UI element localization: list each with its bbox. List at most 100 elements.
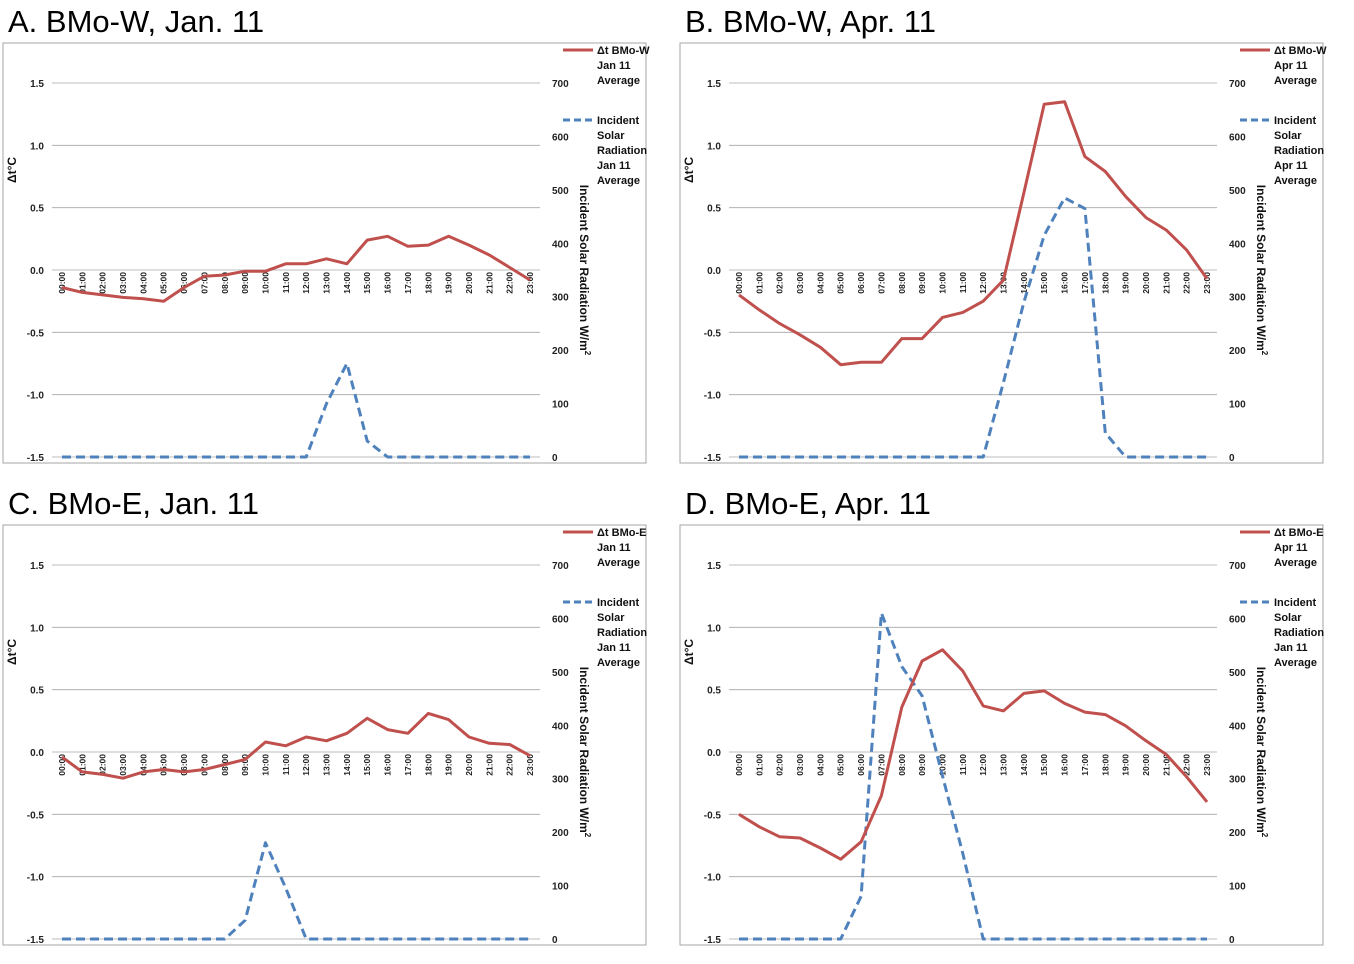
legend-label: Average bbox=[597, 75, 640, 87]
y2-tick-label: 300 bbox=[552, 775, 569, 786]
y2-tick-label: 400 bbox=[1229, 239, 1246, 250]
y2-tick-label: 500 bbox=[552, 186, 569, 197]
x-tick-label: 04:00 bbox=[138, 754, 148, 776]
x-tick-label: 11:00 bbox=[281, 754, 291, 776]
y-tick-label: -1.5 bbox=[704, 453, 722, 464]
x-tick-label: 22:00 bbox=[505, 754, 515, 776]
legend-label: Average bbox=[597, 657, 640, 669]
x-tick-label: 09:00 bbox=[917, 754, 927, 776]
x-tick-label: 19:00 bbox=[444, 272, 454, 294]
x-tick-label: 20:00 bbox=[1141, 272, 1151, 294]
legend-label: Jan 11 bbox=[597, 160, 631, 172]
x-tick-label: 21:00 bbox=[1161, 272, 1171, 294]
x-tick-label: 21:00 bbox=[1161, 754, 1171, 776]
x-tick-label: 01:00 bbox=[754, 754, 764, 776]
x-tick-label: 02:00 bbox=[98, 754, 108, 776]
x-tick-label: 05:00 bbox=[159, 272, 169, 294]
x-tick-label: 09:00 bbox=[917, 272, 927, 294]
y2-axis-title-superscript: 2 bbox=[583, 833, 592, 838]
panel-title: A. BMo-W, Jan. 11 bbox=[8, 4, 265, 39]
x-tick-label: 02:00 bbox=[775, 754, 785, 776]
y2-axis-title: Incident Solar Radiation W/m2 bbox=[1254, 667, 1269, 838]
y-tick-label: -1.0 bbox=[704, 873, 722, 884]
y2-tick-label: 300 bbox=[1229, 293, 1246, 304]
x-tick-label: 00:00 bbox=[734, 754, 744, 776]
y2-tick-label: 200 bbox=[552, 346, 569, 357]
legend-label: Apr 11 bbox=[1274, 160, 1308, 172]
x-tick-label: 18:00 bbox=[423, 754, 433, 776]
x-tick-label: 14:00 bbox=[1019, 754, 1029, 776]
x-tick-label: 11:00 bbox=[958, 754, 968, 776]
y-tick-label: -1.0 bbox=[704, 391, 722, 402]
legend-label: Average bbox=[597, 557, 640, 569]
x-tick-label: 16:00 bbox=[1060, 272, 1070, 294]
x-tick-label: 01:00 bbox=[77, 754, 87, 776]
y2-tick-label: 100 bbox=[1229, 400, 1246, 411]
x-tick-label: 07:00 bbox=[876, 272, 886, 294]
y2-tick-label: 500 bbox=[552, 668, 569, 679]
x-tick-label: 23:00 bbox=[1202, 754, 1212, 776]
legend-label: Solar bbox=[1274, 130, 1302, 142]
legend-label: Jan 11 bbox=[1274, 642, 1308, 654]
x-tick-label: 05:00 bbox=[836, 272, 846, 294]
y2-tick-label: 600 bbox=[552, 614, 569, 625]
y-tick-label: 1.5 bbox=[30, 561, 44, 572]
x-tick-label: 16:00 bbox=[383, 754, 393, 776]
x-tick-label: 20:00 bbox=[464, 272, 474, 294]
x-tick-label: 15:00 bbox=[1039, 272, 1049, 294]
x-tick-label: 07:00 bbox=[199, 754, 209, 776]
y-tick-label: 0.0 bbox=[30, 266, 44, 277]
legend-label: Radiation bbox=[1274, 627, 1324, 639]
x-tick-label: 03:00 bbox=[795, 272, 805, 294]
x-tick-label: 00:00 bbox=[57, 272, 67, 294]
y2-axis-title-superscript: 2 bbox=[583, 351, 592, 356]
y2-tick-label: 600 bbox=[1229, 614, 1246, 625]
y-axis-title: Δt°C bbox=[682, 639, 696, 665]
chart-svg: 1.5 1.0 0.5 0.0 -0.5 -1.0 -1.5 700 600 500 400 300 2… bbox=[679, 42, 1327, 464]
legend-label: Jan 11 bbox=[597, 642, 631, 654]
x-tick-label: 00:00 bbox=[734, 272, 744, 294]
y2-tick-label: 700 bbox=[552, 561, 569, 572]
x-tick-label: 10:00 bbox=[260, 754, 270, 776]
legend-label: Jan 11 bbox=[597, 60, 631, 72]
y-tick-label: -1.0 bbox=[27, 873, 45, 884]
y-tick-label: 1.0 bbox=[707, 141, 721, 152]
series-line-delta-t bbox=[61, 711, 531, 780]
legend-label: Solar bbox=[597, 612, 625, 624]
y-tick-label: -1.5 bbox=[27, 935, 45, 946]
x-tick-label: 17:00 bbox=[403, 272, 413, 294]
x-tick-label: 00:00 bbox=[57, 754, 67, 776]
y2-axis-title-superscript: 2 bbox=[1260, 351, 1269, 356]
y2-axis-title: Incident Solar Radiation W/m2 bbox=[577, 667, 592, 838]
x-tick-label: 02:00 bbox=[775, 272, 785, 294]
chart-svg: 1.5 1.0 0.5 0.0 -0.5 -1.0 -1.5 700 600 500 400 300 2… bbox=[679, 524, 1324, 946]
x-tick-label: 07:00 bbox=[876, 754, 886, 776]
chart-panel-d: D. BMo-E, Apr. 11 1.5 1.0 0.5 0.0 -0.5 -1.0 -1.… bbox=[677, 482, 1354, 964]
x-tick-label: 06:00 bbox=[856, 754, 866, 776]
y-tick-label: 1.5 bbox=[30, 79, 44, 90]
chart-svg: 1.5 1.0 0.5 0.0 -0.5 -1.0 -1.5 700 600 500 400 300 2… bbox=[2, 42, 650, 464]
y-tick-label: -1.0 bbox=[27, 391, 45, 402]
x-tick-label: 22:00 bbox=[1182, 754, 1192, 776]
x-tick-label: 01:00 bbox=[754, 272, 764, 294]
x-tick-label: 19:00 bbox=[1121, 272, 1131, 294]
chart-svg: 1.5 1.0 0.5 0.0 -0.5 -1.0 -1.5 700 600 500 400 300 2… bbox=[2, 524, 647, 946]
series-line-delta-t bbox=[738, 648, 1209, 861]
chart-frame bbox=[679, 524, 1324, 946]
y-tick-label: -1.5 bbox=[704, 935, 722, 946]
x-tick-label: 02:00 bbox=[98, 272, 108, 294]
panel-title: C. BMo-E, Jan. 11 bbox=[8, 486, 259, 521]
x-tick-label: 11:00 bbox=[281, 272, 291, 294]
x-tick-label: 15:00 bbox=[362, 754, 372, 776]
y-tick-label: 1.5 bbox=[707, 561, 721, 572]
x-tick-label: 12:00 bbox=[978, 272, 988, 294]
legend-label: Δt BMo-E bbox=[597, 527, 646, 539]
x-tick-label: 04:00 bbox=[138, 272, 148, 294]
legend-label: Radiation bbox=[597, 627, 647, 639]
legend-label: Average bbox=[1274, 657, 1317, 669]
x-tick-label: 05:00 bbox=[159, 754, 169, 776]
y-tick-label: 1.0 bbox=[30, 623, 44, 634]
x-tick-label: 22:00 bbox=[1182, 272, 1192, 294]
y-tick-label: -0.5 bbox=[704, 810, 722, 821]
legend-label: Apr 11 bbox=[1274, 60, 1308, 72]
